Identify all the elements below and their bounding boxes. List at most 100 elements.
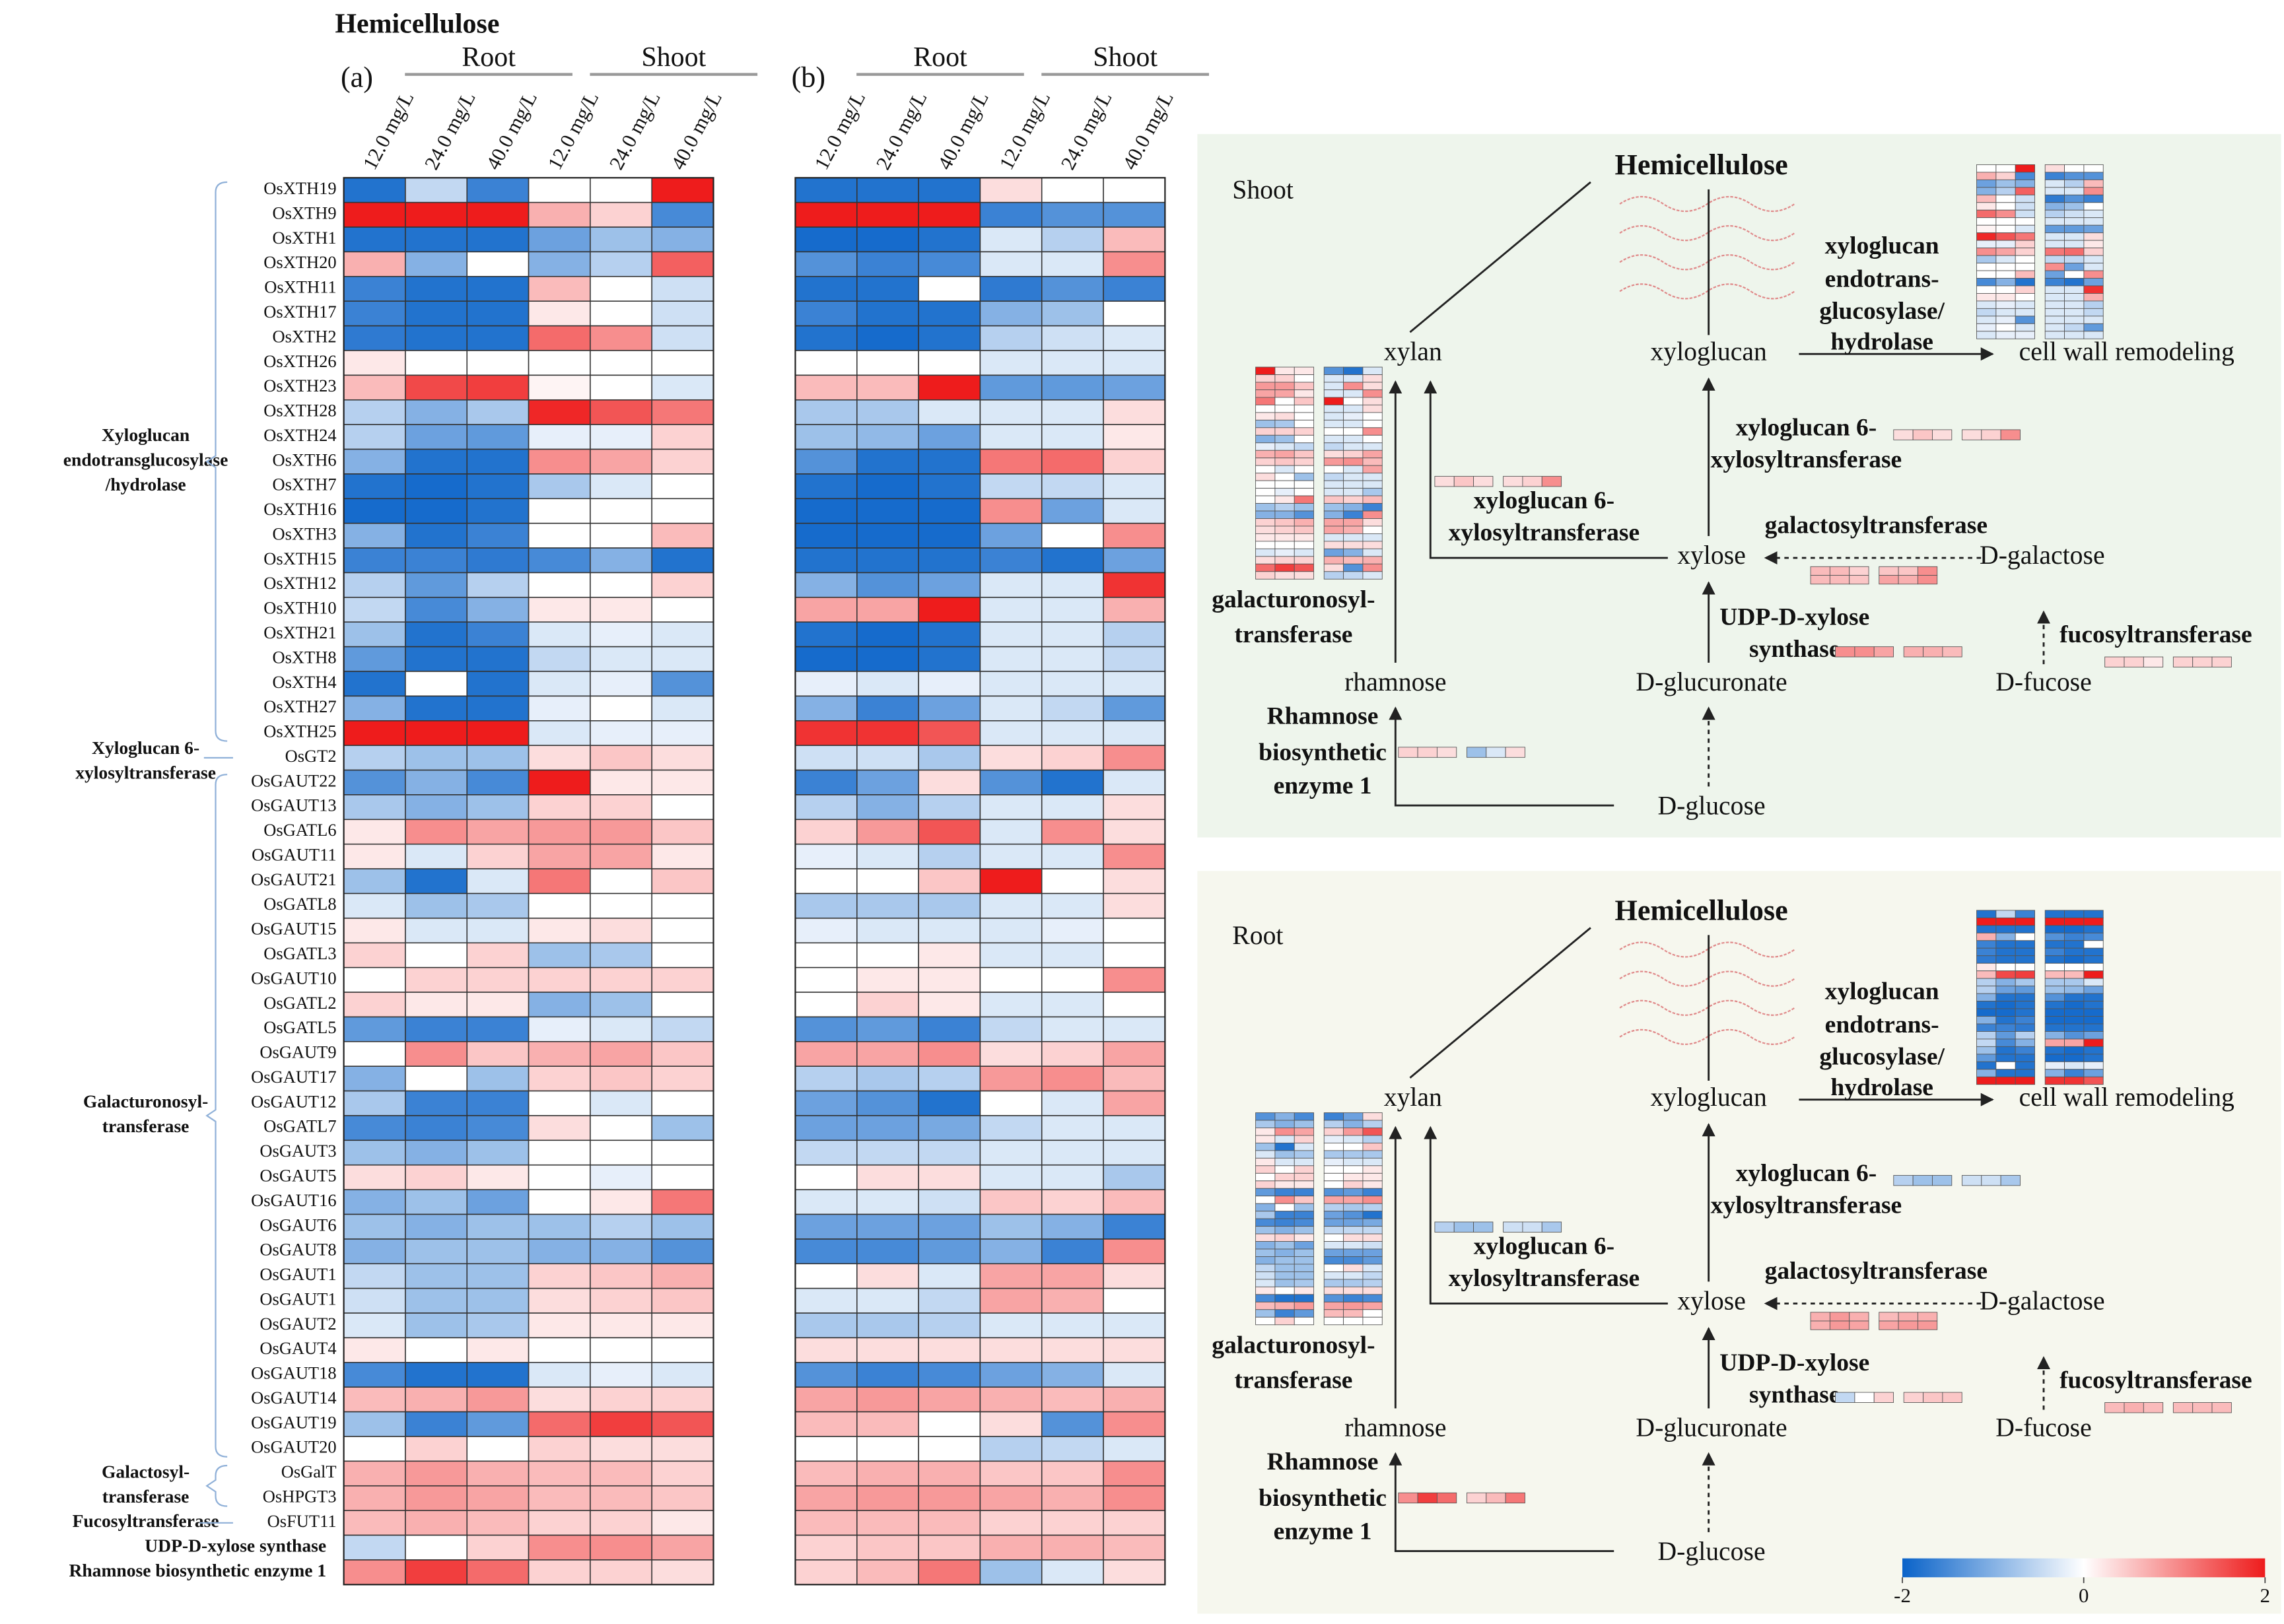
mini-heatmap-cell xyxy=(1473,476,1494,487)
mini-heatmap-cell xyxy=(1362,1172,1383,1182)
heatmap-cell xyxy=(528,251,591,277)
mini-heatmap-cell xyxy=(1976,323,1997,332)
mini-heatmap-cell xyxy=(2015,240,2035,249)
heatmap-cell xyxy=(979,1016,1043,1042)
mini-heatmap-cell xyxy=(2192,1402,2213,1413)
mini-heatmap-cell xyxy=(1343,442,1364,451)
heatmap-cell xyxy=(405,1362,468,1388)
heatmap-cell xyxy=(1103,695,1166,722)
heatmap-cell xyxy=(343,350,406,376)
heatmap-cell xyxy=(1041,1312,1104,1339)
heatmap-cell xyxy=(343,1066,406,1092)
heatmap-cell xyxy=(856,177,919,203)
column-label: 12.0 mg/L xyxy=(358,88,418,174)
mini-heatmap-cell xyxy=(1976,293,1997,302)
mini-heatmap-cell xyxy=(1453,476,1474,487)
heatmap-cell xyxy=(466,671,530,697)
heatmap-cell xyxy=(979,448,1043,475)
colorbar-tick-label: 0 xyxy=(2079,1584,2089,1607)
mini-heatmap-cell xyxy=(2015,172,2035,180)
mini-heatmap-cell xyxy=(1294,1248,1315,1257)
mini-heatmap-cell xyxy=(1362,412,1383,421)
heatmap-cell xyxy=(979,1238,1043,1265)
enzyme-label: fucosyltransferase xyxy=(2059,1367,2252,1394)
heatmap-cell xyxy=(794,1238,858,1265)
mini-heatmap-cell xyxy=(1343,556,1364,564)
heatmap-cell xyxy=(466,498,530,524)
heatmap-cell xyxy=(918,769,981,795)
heatmap-cell xyxy=(466,300,530,327)
enzyme-label: xyloglucan xyxy=(1825,978,1939,1005)
mini-heatmap-cell xyxy=(1323,518,1344,527)
heatmap-cell xyxy=(405,1090,468,1116)
mini-heatmap-cell xyxy=(2015,209,2035,219)
heatmap-cell xyxy=(343,1386,406,1413)
heatmap-cell xyxy=(405,671,468,697)
heatmap-cell xyxy=(651,597,714,623)
heatmap-cell xyxy=(651,399,714,425)
mini-heatmap-cell xyxy=(1362,488,1383,496)
heatmap-cell xyxy=(343,695,406,722)
mini-heatmap-cell xyxy=(2083,1069,2104,1077)
heatmap-cell xyxy=(979,745,1043,771)
mini-heatmap-cell xyxy=(1976,940,1997,949)
mini-heatmap-cell xyxy=(1323,1218,1344,1227)
heatmap-cell xyxy=(1103,300,1166,327)
heatmap-cell xyxy=(1041,621,1104,648)
heatmap-cell xyxy=(856,1436,919,1462)
mini-heatmap-cell xyxy=(1255,480,1276,489)
mini-heatmap-cell xyxy=(1976,285,1997,294)
mini-heatmap-cell xyxy=(2044,1054,2065,1062)
heatmap-cell xyxy=(466,1362,530,1388)
column-group-label: Root xyxy=(913,42,967,73)
heatmap-cell xyxy=(1041,325,1104,351)
heatmap-cell xyxy=(856,473,919,500)
heatmap-cell xyxy=(343,226,406,253)
mini-heatmap-cell xyxy=(1362,525,1383,534)
mini-heatmap-cell xyxy=(1362,1279,1383,1287)
mini-heatmap-cell xyxy=(1294,480,1315,489)
mini-heatmap-cell xyxy=(2015,993,2035,1001)
heatmap-cell xyxy=(466,720,530,746)
heatmap-cell xyxy=(1041,843,1104,869)
mini-heatmap-cell xyxy=(1274,488,1295,496)
enzyme-label: xyloglucan 6- xyxy=(1474,1233,1615,1260)
heatmap-cell xyxy=(528,177,591,203)
heatmap-cell xyxy=(1041,1213,1104,1240)
pathway-node: D-glucose xyxy=(1657,1537,1765,1566)
mini-heatmap-cell xyxy=(1343,1241,1364,1250)
heatmap-cell xyxy=(343,1411,406,1437)
heatmap-cell xyxy=(1041,918,1104,944)
mini-heatmap-cell xyxy=(1873,1392,1894,1403)
mini-heatmap-cell xyxy=(1976,1031,1997,1040)
heatmap-cell xyxy=(528,745,591,771)
heatmap-cell xyxy=(1103,992,1166,1018)
mini-heatmap-cell xyxy=(1976,224,1997,234)
mini-heatmap-cell xyxy=(1274,571,1295,580)
heatmap-cell xyxy=(405,177,468,203)
mini-heatmap-cell xyxy=(2064,1038,2085,1047)
row-label: OsGAUT10 xyxy=(251,968,336,988)
mini-heatmap-cell xyxy=(1436,1492,1457,1504)
heatmap-cell xyxy=(466,868,530,895)
mini-heatmap-cell xyxy=(1976,308,1997,317)
heatmap-cell xyxy=(1103,1534,1166,1561)
mini-heatmap-cell xyxy=(1486,747,1506,758)
heatmap-cell xyxy=(1103,325,1166,351)
mini-heatmap-cell xyxy=(1362,1248,1383,1257)
heatmap-cell xyxy=(856,572,919,598)
column-label: 24.0 mg/L xyxy=(1056,88,1116,174)
row-label: OsXTH21 xyxy=(263,623,336,642)
mini-heatmap-cell xyxy=(1255,397,1276,405)
heatmap-cell xyxy=(405,201,468,228)
mini-heatmap-cell xyxy=(1343,419,1364,428)
heatmap-cell xyxy=(794,1337,858,1363)
heatmap-cell xyxy=(466,547,530,574)
heatmap-cell xyxy=(918,498,981,524)
heatmap-cell xyxy=(590,276,652,302)
mini-heatmap-cell xyxy=(2015,164,2035,173)
heatmap-cell xyxy=(528,1139,591,1166)
heatmap-cell xyxy=(918,399,981,425)
pathway-node: xylan xyxy=(1384,1083,1442,1112)
mini-heatmap-cell xyxy=(1294,1294,1315,1303)
